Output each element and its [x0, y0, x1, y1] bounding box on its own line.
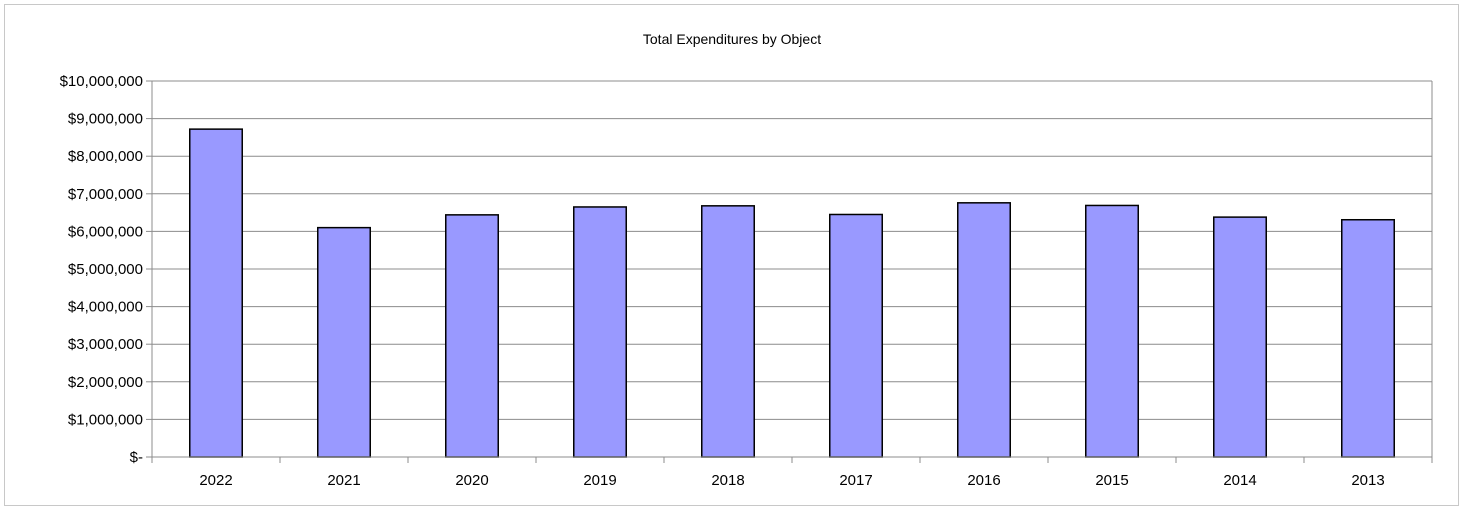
bar-chart: Total Expenditures by Object $- $1,000,00…	[60, 31, 1433, 489]
x-tick-label: 2013	[1351, 472, 1384, 489]
y-tick-label: $2,000,000	[68, 374, 143, 391]
x-tick-label: 2017	[839, 472, 872, 489]
x-tick-label: 2021	[327, 472, 360, 489]
bar-2014	[1213, 216, 1267, 458]
bar-2017	[829, 213, 883, 458]
x-tick-label: 2015	[1095, 472, 1128, 489]
y-tick-label: $-	[130, 449, 143, 466]
chart-title: Total Expenditures by Object	[643, 31, 821, 47]
x-tick-label: 2020	[455, 472, 488, 489]
y-tick-label: $8,000,000	[68, 148, 143, 165]
x-tick-label: 2018	[711, 472, 744, 489]
bar-2016	[957, 202, 1011, 458]
x-tick-label: 2022	[199, 472, 232, 489]
x-tick-label: 2014	[1223, 472, 1256, 489]
axes	[146, 80, 1433, 463]
bar-2018	[701, 205, 755, 458]
bar-2021	[317, 226, 371, 458]
y-tick-label: $7,000,000	[68, 186, 143, 203]
y-tick-label: $9,000,000	[68, 111, 143, 128]
x-tick-label: 2016	[967, 472, 1000, 489]
bars	[189, 128, 1395, 458]
y-tick-label: $10,000,000	[60, 73, 143, 90]
y-tick-label: $4,000,000	[68, 299, 143, 316]
bar-2020	[445, 214, 499, 458]
y-tick-label: $3,000,000	[68, 336, 143, 353]
chart-frame: Total Expenditures by Object $- $1,000,00…	[4, 4, 1459, 506]
bar-2022	[189, 128, 243, 458]
bar-2019	[573, 206, 627, 458]
x-tick-label: 2019	[583, 472, 616, 489]
y-tick-labels: $- $1,000,000 $2,000,000 $3,000,000 $4,000,0…	[60, 73, 143, 466]
bar-2013	[1341, 218, 1395, 458]
bar-2015	[1085, 204, 1139, 458]
x-tick-labels: 2022 2021 2020 2019 2018 2017 2016 2015 2014 2013	[199, 472, 1384, 489]
y-tick-label: $1,000,000	[68, 411, 143, 428]
y-tick-label: $6,000,000	[68, 223, 143, 240]
y-tick-label: $5,000,000	[68, 261, 143, 278]
